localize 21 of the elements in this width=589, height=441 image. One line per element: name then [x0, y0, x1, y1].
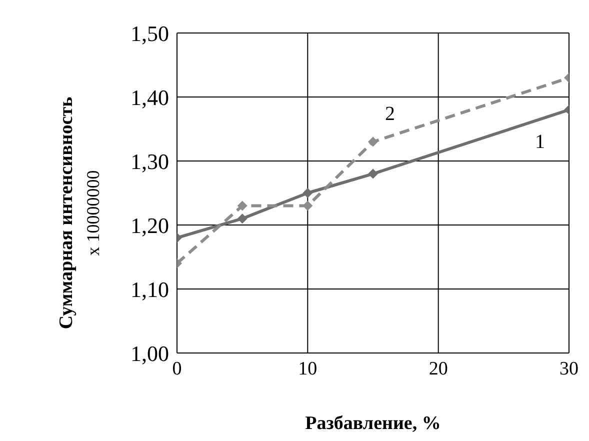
point	[302, 188, 313, 198]
x-tick-label: 0	[172, 358, 182, 380]
series-label: 1	[535, 130, 545, 153]
point	[368, 168, 378, 179]
y-axis-title: Суммарная интенсивность	[56, 96, 77, 330]
x-tick-label: 30	[560, 358, 578, 380]
point	[368, 136, 378, 147]
y-tick-label: 1,50	[130, 20, 169, 46]
x-tick-label: 10	[298, 358, 318, 380]
y-tick-label: 1,00	[130, 340, 169, 366]
point	[302, 200, 313, 211]
y-tick-label: 1,40	[130, 84, 169, 110]
text: x 10000000	[83, 170, 103, 256]
y-tick-label: 1,30	[130, 148, 169, 174]
x-tick-label: 20	[428, 358, 448, 380]
series-label: 2	[385, 102, 395, 125]
point	[237, 214, 248, 224]
point	[237, 200, 248, 211]
y-tick-label: 1,20	[130, 212, 169, 238]
x-axis-title: Разбавление, %	[305, 413, 441, 434]
y-tick-label: 1,10	[130, 276, 169, 302]
